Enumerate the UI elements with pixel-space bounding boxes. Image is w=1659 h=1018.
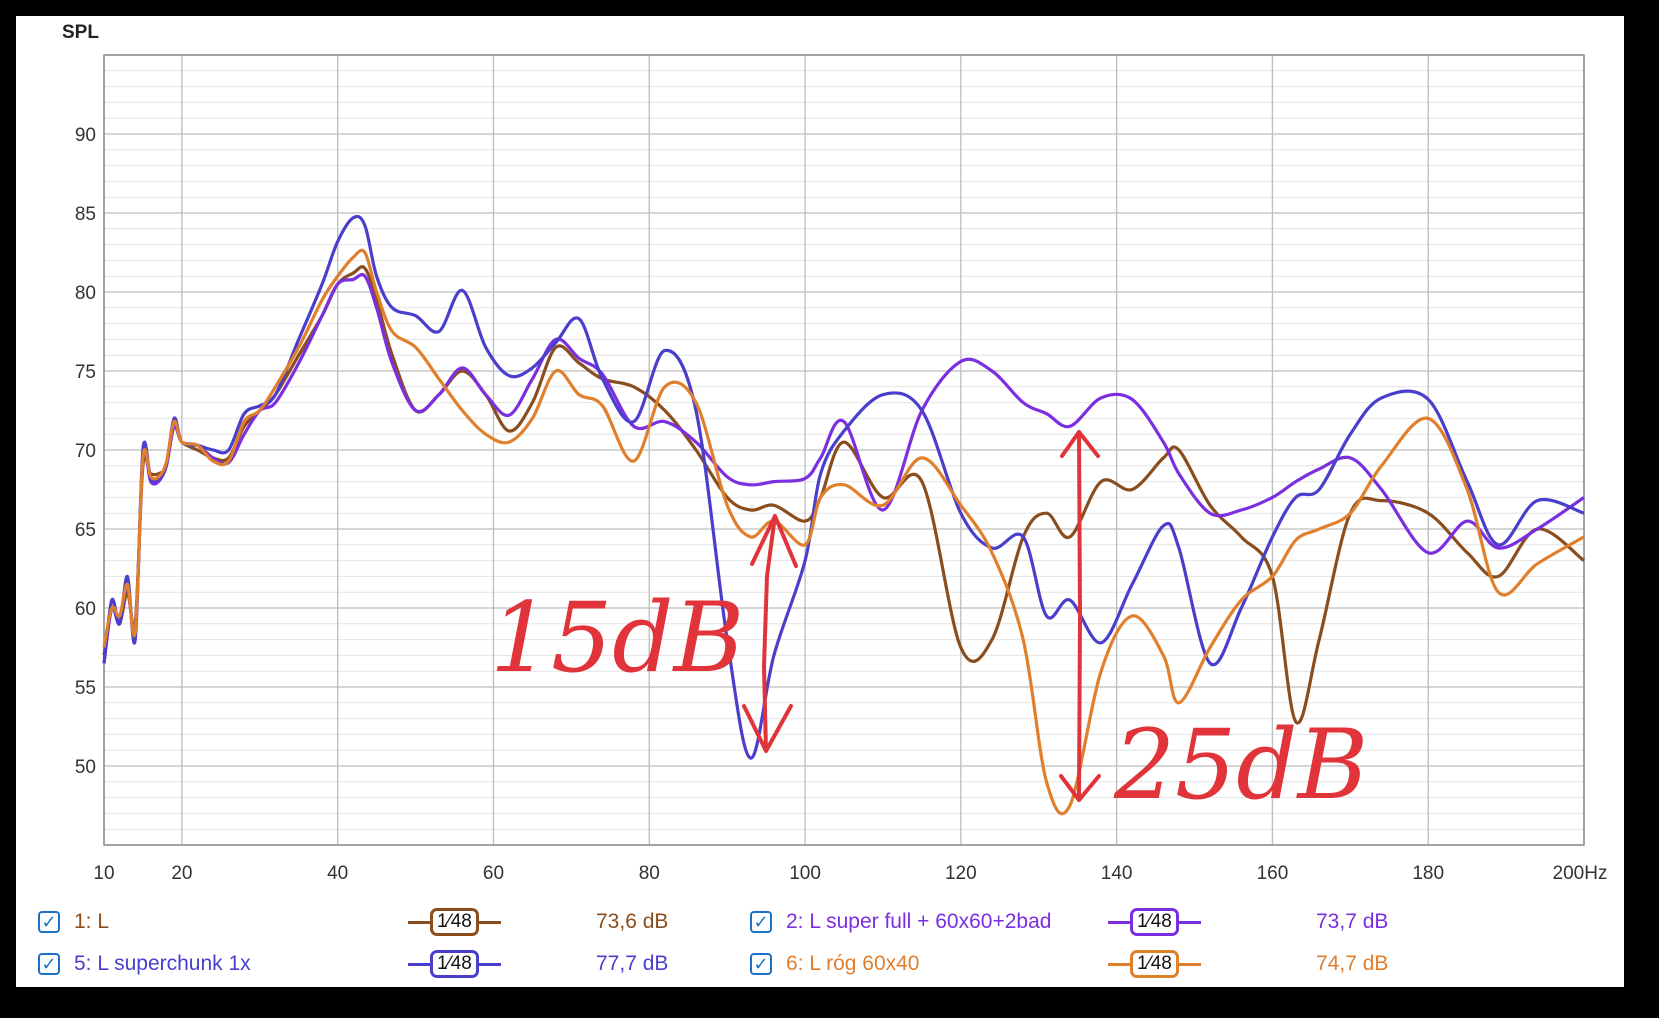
legend-item-1: ✓ 1: L xyxy=(38,905,109,939)
series-line-3 xyxy=(102,214,1585,760)
series-2-color-line xyxy=(1108,920,1130,924)
series-2-label: 2: L super full + 60x60+2bad xyxy=(786,910,1052,933)
y-tick-label: 75 xyxy=(75,362,96,383)
series-1-color-line-right xyxy=(478,920,501,924)
series-2-level: 73,7 dB xyxy=(1316,910,1389,933)
x-axis-ticks: 10 20 40 60 80 100 120 140 160 180 200Hz xyxy=(93,863,1607,884)
series-3-color-line xyxy=(408,962,430,966)
series-4-checkbox[interactable]: ✓ xyxy=(750,953,772,975)
series-3-smoothing-button[interactable]: 1⁄48 xyxy=(408,950,501,978)
series-3-smoothing-box: 1⁄48 xyxy=(430,950,479,978)
x-tick-label: 60 xyxy=(483,863,504,884)
series-1-smoothing-button[interactable]: 1⁄48 xyxy=(408,908,501,936)
y-tick-label: 55 xyxy=(75,678,96,699)
series-3-label: 5: L superchunk 1x xyxy=(74,952,251,975)
x-tick-label: 160 xyxy=(1257,863,1289,884)
series-3-level: 77,7 dB xyxy=(596,952,669,975)
y-tick-label: 80 xyxy=(75,283,96,304)
annotation-15db: 15dB xyxy=(490,582,744,694)
series-1-color-line xyxy=(408,920,430,924)
y-tick-label: 60 xyxy=(75,599,96,620)
series-3-color-line-right xyxy=(478,962,501,966)
x-tick-label: 140 xyxy=(1101,863,1133,884)
series-2-smoothing-button[interactable]: 1⁄48 xyxy=(1108,908,1201,936)
annotation-layer: 15dB 25dB xyxy=(490,430,1368,821)
plot-border xyxy=(103,54,1585,846)
series-4-color-line xyxy=(1108,962,1130,966)
series-1-smoothing-box: 1⁄48 xyxy=(430,908,479,936)
y-tick-label: 65 xyxy=(75,520,96,541)
legend-item-4: ✓ 6: L róg 60x40 xyxy=(750,947,920,981)
y-tick-label: 85 xyxy=(75,204,96,225)
series-4-label: 6: L róg 60x40 xyxy=(786,952,920,975)
series-line-1 xyxy=(102,265,1585,725)
x-tick-label: 100 xyxy=(789,863,821,884)
series-1-level: 73,6 dB xyxy=(596,910,669,933)
series-1-label: 1: L xyxy=(74,910,110,933)
series-4-smoothing-button[interactable]: 1⁄48 xyxy=(1108,950,1201,978)
series-4-level: 74,7 dB xyxy=(1316,952,1389,975)
legend-item-3: ✓ 5: L superchunk 1x xyxy=(38,947,251,981)
legend: ✓ 1: L 1⁄48 73,6 dB ✓ 2: L super full + … xyxy=(16,901,1624,987)
annotation-25db: 25dB xyxy=(1113,709,1368,821)
y-tick-label: 50 xyxy=(75,757,96,778)
x-tick-label: 20 xyxy=(171,863,192,884)
x-tick-label: 10 xyxy=(93,863,114,884)
series-1-checkbox[interactable]: ✓ xyxy=(38,911,60,933)
annotation-arrow-25db xyxy=(1059,430,1101,802)
series-line-2 xyxy=(102,272,1585,664)
series-line-4 xyxy=(102,248,1585,816)
x-tick-label: 200Hz xyxy=(1553,863,1608,884)
series-3-checkbox[interactable]: ✓ xyxy=(38,953,60,975)
series-4-smoothing-box: 1⁄48 xyxy=(1130,950,1179,978)
series-2-checkbox[interactable]: ✓ xyxy=(750,911,772,933)
x-tick-label: 40 xyxy=(327,863,348,884)
y-tick-label: 70 xyxy=(75,441,96,462)
x-tick-label: 180 xyxy=(1412,863,1444,884)
annotation-arrow-15db xyxy=(742,514,798,753)
x-tick-label: 120 xyxy=(945,863,977,884)
series-4-color-line-right xyxy=(1178,962,1201,966)
series-2-color-line-right xyxy=(1178,920,1201,924)
x-tick-label: 80 xyxy=(639,863,660,884)
series-2-smoothing-box: 1⁄48 xyxy=(1130,908,1179,936)
chart-panel: SPL 50 55 60 65 70 75 80 85 90 10 20 40 60 80 100 120 1… xyxy=(16,16,1624,987)
series-layer xyxy=(102,214,1585,816)
y-axis-ticks: 50 55 60 65 70 75 80 85 90 xyxy=(75,125,96,778)
y-tick-label: 90 xyxy=(75,125,96,146)
y-axis-label: SPL xyxy=(62,22,99,43)
legend-item-2: ✓ 2: L super full + 60x60+2bad xyxy=(750,905,1051,939)
